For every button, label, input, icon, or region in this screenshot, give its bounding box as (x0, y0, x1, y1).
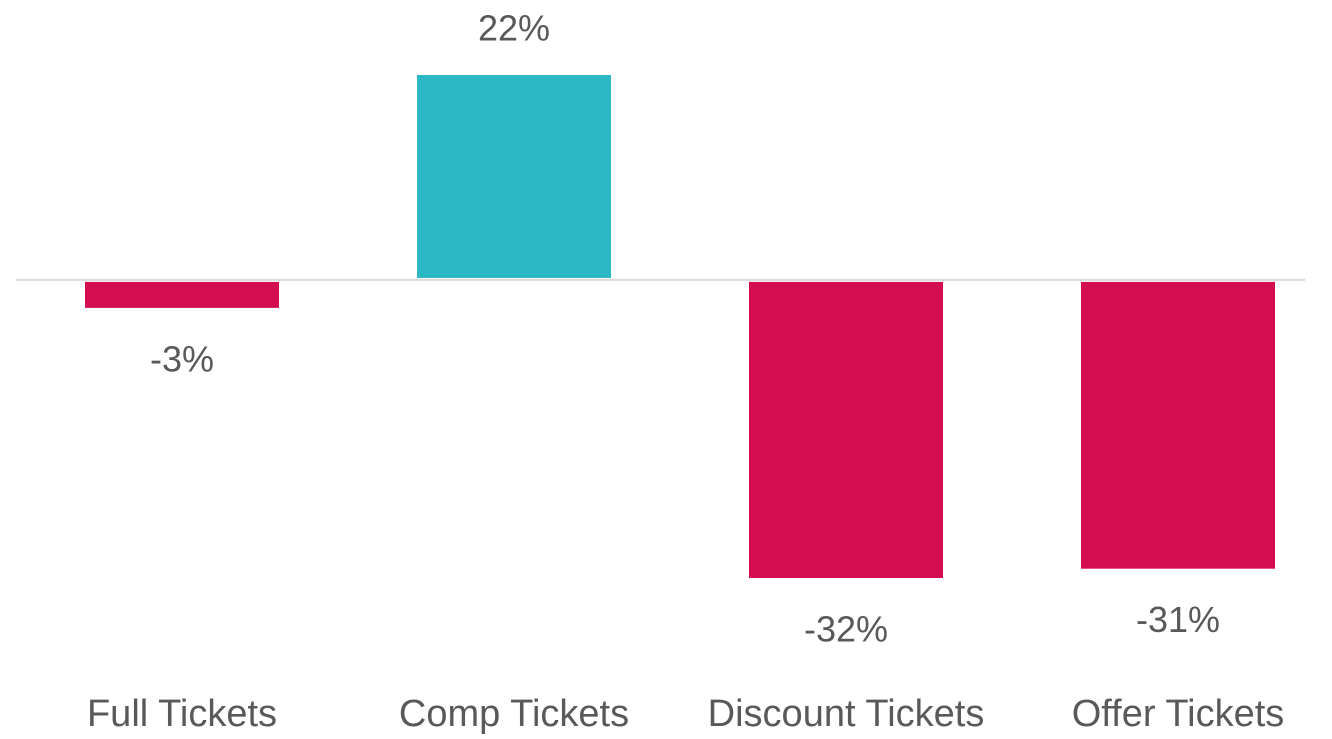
bar (1081, 281, 1275, 569)
value-label: 22% (478, 8, 550, 49)
x-tick-label: Offer Tickets (1072, 693, 1285, 735)
bar (749, 281, 943, 578)
value-label: -3% (150, 338, 214, 379)
x-tick-label: Full Tickets (87, 693, 277, 735)
bar (85, 281, 279, 308)
x-tick-label: Comp Tickets (399, 693, 629, 735)
value-label: -31% (1136, 599, 1220, 640)
bar (417, 75, 611, 278)
x-tick-label: Discount Tickets (708, 693, 985, 735)
value-label: -32% (804, 609, 888, 650)
